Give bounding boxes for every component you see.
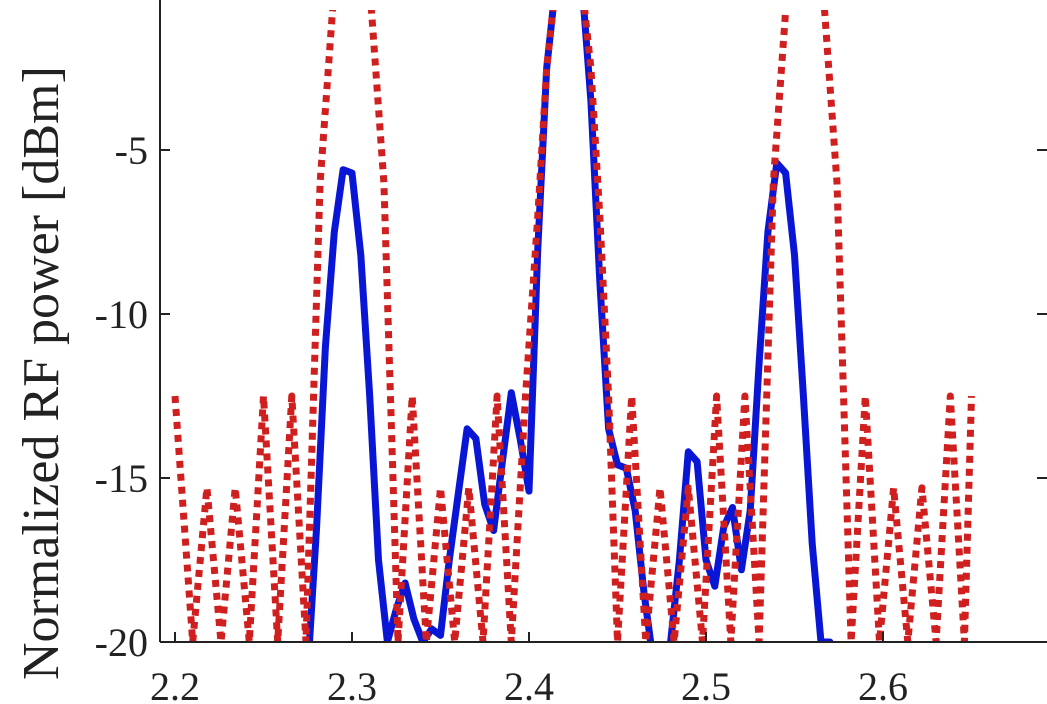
x-tick-label: 2.5 (681, 664, 731, 704)
y-tick-label: -20 (95, 620, 148, 665)
x-tick-label: 2.6 (858, 664, 908, 704)
y-tick-label: -5 (115, 128, 148, 173)
plot-area (171, 10, 975, 642)
x-tick-label: 2.3 (327, 664, 377, 704)
x-tick-label: 2.4 (504, 664, 554, 704)
tick-labels: -5 -10 -15 -202.2 2.3 2.4 2.5 2.6 (95, 128, 908, 704)
x-tick-label: 2.2 (150, 664, 200, 704)
axes (159, 0, 1047, 643)
series-dotted-line (171, 10, 975, 642)
y-tick-label: -10 (95, 292, 148, 337)
y-axis-label: Normalized RF power [dBm] (13, 66, 70, 680)
series-solid-line (306, 10, 834, 642)
y-tick-label: -15 (95, 456, 148, 501)
